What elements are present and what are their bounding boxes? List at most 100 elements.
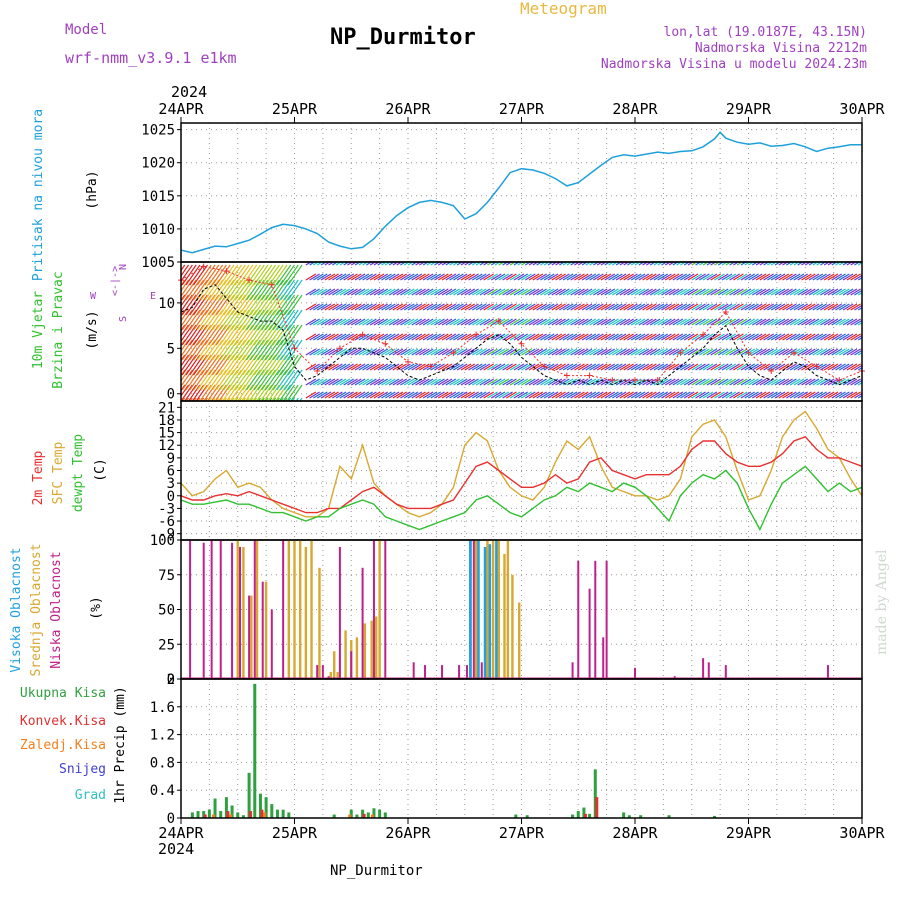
wind-barb [316,303,328,311]
wind-barb [744,333,756,341]
wind-barb [475,303,487,311]
wind-barb [782,273,793,281]
wind-barb [426,262,434,266]
wind-barb [524,378,536,386]
conv-rain-bar [260,809,264,818]
wind-barb [472,333,483,341]
mid-cloud-bar [370,620,373,679]
wind-barb [309,303,320,311]
wind-barb [219,279,235,301]
wind-barb [615,303,627,311]
wind-barb [272,264,288,286]
wind-barb [309,318,320,326]
wind-barb [222,384,235,401]
wind-barb [804,363,816,371]
wind-barb [611,318,623,326]
wind-barb [710,303,721,311]
wind-barb [199,384,212,401]
wind-barb [460,303,472,311]
wind-barb [328,333,339,341]
wind-barb [242,294,258,316]
wind-barb [381,318,392,326]
total-rain-bar [258,793,262,818]
wind-barb [680,303,691,311]
wind-barb [498,333,510,341]
wind-barb [403,363,415,371]
wind-barb [396,262,403,266]
wind-barb [630,333,642,341]
wind-barb [430,333,442,341]
wind-barb [646,363,657,371]
wind-barb [223,354,239,376]
wind-barb [280,324,295,346]
wind-barb [823,262,831,266]
wind-barb [812,391,824,399]
wind-barb [710,348,721,356]
total-rain-bar [622,812,626,818]
wind-barb [653,348,665,356]
wind-barb [751,318,763,326]
wind-barb [740,363,752,371]
wind-barb [472,262,479,266]
wind-barb [192,294,208,316]
wind-barb [729,348,740,356]
wind-barb [619,391,631,399]
wind-barb [664,273,676,281]
wind-barb [676,348,687,356]
wind-barb [733,273,744,281]
wind-barb [642,288,653,296]
wind-barb [661,262,668,266]
wind-barb [547,273,559,281]
wind-barb [320,273,332,281]
wind-barb [426,348,438,356]
wind-barb [744,378,756,386]
wind-barb [857,277,862,281]
wind-barb [857,322,862,326]
wind-barb [339,391,351,399]
wind-barb [215,324,231,346]
wind-barb [725,303,737,311]
gust-marker [677,349,684,356]
wind-barb [422,318,434,326]
y-tick-label: -6 [158,514,175,530]
wind-barb [740,348,752,356]
wind-barb [208,264,224,286]
wind-barb [185,339,201,361]
wind-barb [672,348,684,356]
wind-barb [506,273,517,281]
wind-barb [468,262,475,266]
wind-barb [797,391,808,399]
wind-barb [566,303,578,311]
wind-barb [196,264,212,286]
wind-barb [369,378,381,386]
wind-barb [437,318,449,326]
wind-barb [185,309,201,331]
wind-barb [835,348,846,356]
wind-barb [320,333,332,341]
gust-marker [314,368,321,375]
wind-barb [434,288,445,296]
wind-barb [600,262,608,266]
wind-barb [593,348,604,356]
wind-barb [551,348,563,356]
total-rain-bar [361,809,365,818]
wind-barb [509,288,521,296]
wind-barb [801,262,808,266]
wind-barb [710,288,721,296]
wind-barb [384,273,396,281]
wind-barb [725,348,737,356]
wind-barb [528,318,540,326]
wind-barb [328,363,339,371]
wind-barb [487,303,498,311]
wind-barb [786,273,797,281]
wind-barb [339,348,351,356]
wind-barb [767,378,778,386]
wind-barb [350,318,362,326]
wind-barb [706,262,714,266]
wind-barb [430,391,442,399]
wind-barb [358,391,370,399]
wind-barb [189,294,205,316]
wind-barb [487,363,498,371]
wind-barb [189,264,205,286]
wind-barb [272,339,288,361]
